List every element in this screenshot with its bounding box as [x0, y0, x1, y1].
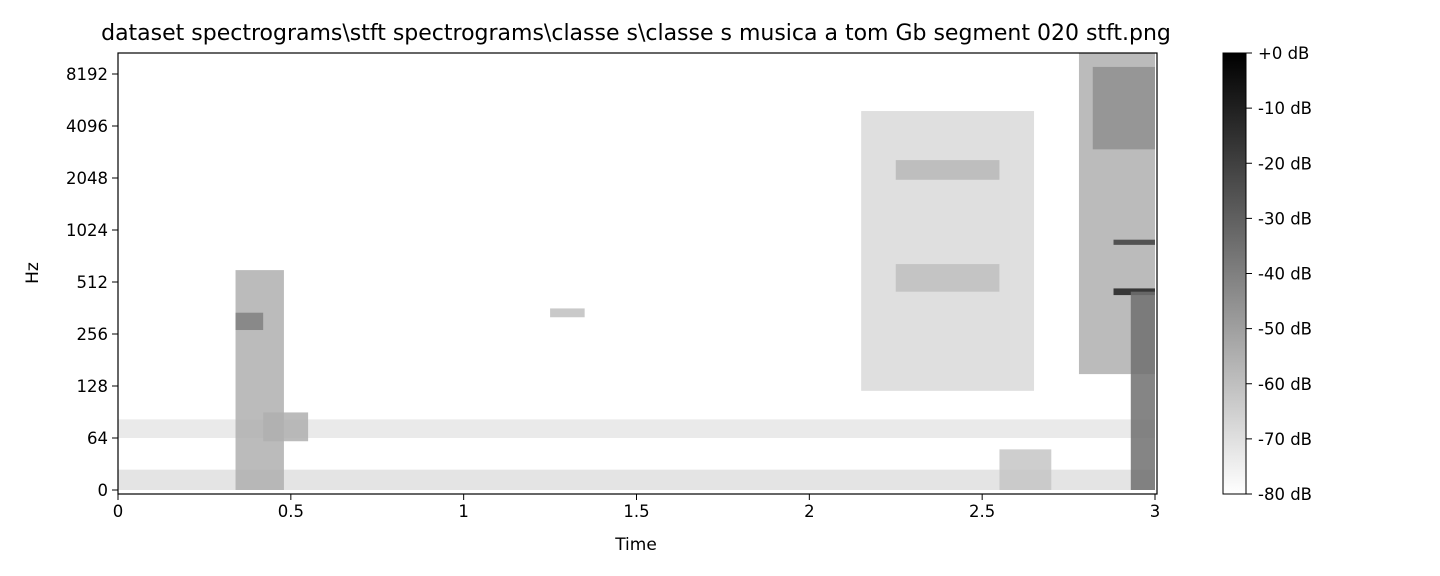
- y-tick-label: 4096: [66, 117, 108, 136]
- colorbar-tick-label: -70 dB: [1258, 430, 1312, 449]
- colorbar-tick-label: -30 dB: [1258, 209, 1312, 228]
- spectrogram-region-4: [263, 412, 309, 442]
- y-tick-label: 2048: [66, 169, 108, 188]
- colorbar-tick-label: -60 dB: [1258, 375, 1312, 394]
- y-tick-label: 0: [98, 481, 109, 500]
- y-tick-label: 256: [77, 325, 109, 344]
- spectrogram-region-11: [1092, 66, 1155, 150]
- x-tick-label: 1: [458, 502, 469, 521]
- spectrogram-region-0: [118, 469, 1155, 490]
- colorbar-gradient: [1223, 53, 1246, 494]
- x-axis-label: Time: [614, 535, 657, 555]
- spectrogram-region-3: [235, 312, 264, 331]
- colorbar-tick-label: -40 dB: [1258, 265, 1312, 284]
- y-tick-label: 64: [87, 429, 108, 448]
- x-tick-label: 0: [113, 502, 124, 521]
- y-tick-label: 1024: [66, 221, 108, 240]
- x-axis: 0 0.5 1 1.5 2 2.5 3: [113, 494, 1161, 521]
- y-tick-label: 128: [77, 377, 109, 396]
- colorbar-tick-label: -20 dB: [1258, 154, 1312, 173]
- spectrogram-region-7: [895, 160, 1000, 180]
- spectrogram-region-6: [861, 111, 1035, 391]
- x-tick-label: 3: [1150, 502, 1161, 521]
- colorbar-tick-label: -10 dB: [1258, 99, 1312, 118]
- spectrogram-region-13: [1113, 239, 1155, 245]
- y-axis: 0 64 128 256 512 1024 2048 4096 8192: [66, 65, 118, 500]
- x-tick-label: 2.5: [969, 502, 995, 521]
- spectrogram-region-1: [118, 419, 1155, 438]
- spectrogram-region-14: [1130, 291, 1155, 490]
- y-axis-label: Hz: [23, 262, 43, 284]
- spectrogram-region-2: [235, 270, 284, 490]
- plot-area: [117, 52, 1158, 495]
- x-tick-label: 0.5: [278, 502, 304, 521]
- spectrogram-region-8: [895, 264, 1000, 292]
- colorbar-ticks: +0 dB -10 dB -20 dB -30 dB -40 dB -50 dB -60 d…: [1246, 44, 1312, 504]
- colorbar: +0 dB -10 dB -20 dB -30 dB -40 dB -50 dB -60 d…: [1222, 44, 1312, 504]
- x-tick-label: 1.5: [623, 502, 649, 521]
- plot-frame: [117, 52, 1158, 495]
- y-tick-label: 512: [77, 273, 109, 292]
- y-tick-label: 8192: [66, 65, 108, 84]
- colorbar-tick-label: -80 dB: [1258, 485, 1312, 504]
- spectrogram-region-5: [550, 308, 585, 318]
- chart-title: dataset spectrograms\stft spectrograms\c…: [101, 21, 1171, 46]
- colorbar-tick-label: +0 dB: [1258, 44, 1309, 63]
- spectrogram-marks: [118, 53, 1155, 490]
- spectrogram-region-9: [999, 449, 1052, 490]
- colorbar-tick-label: -50 dB: [1258, 320, 1312, 339]
- x-tick-label: 2: [804, 502, 815, 521]
